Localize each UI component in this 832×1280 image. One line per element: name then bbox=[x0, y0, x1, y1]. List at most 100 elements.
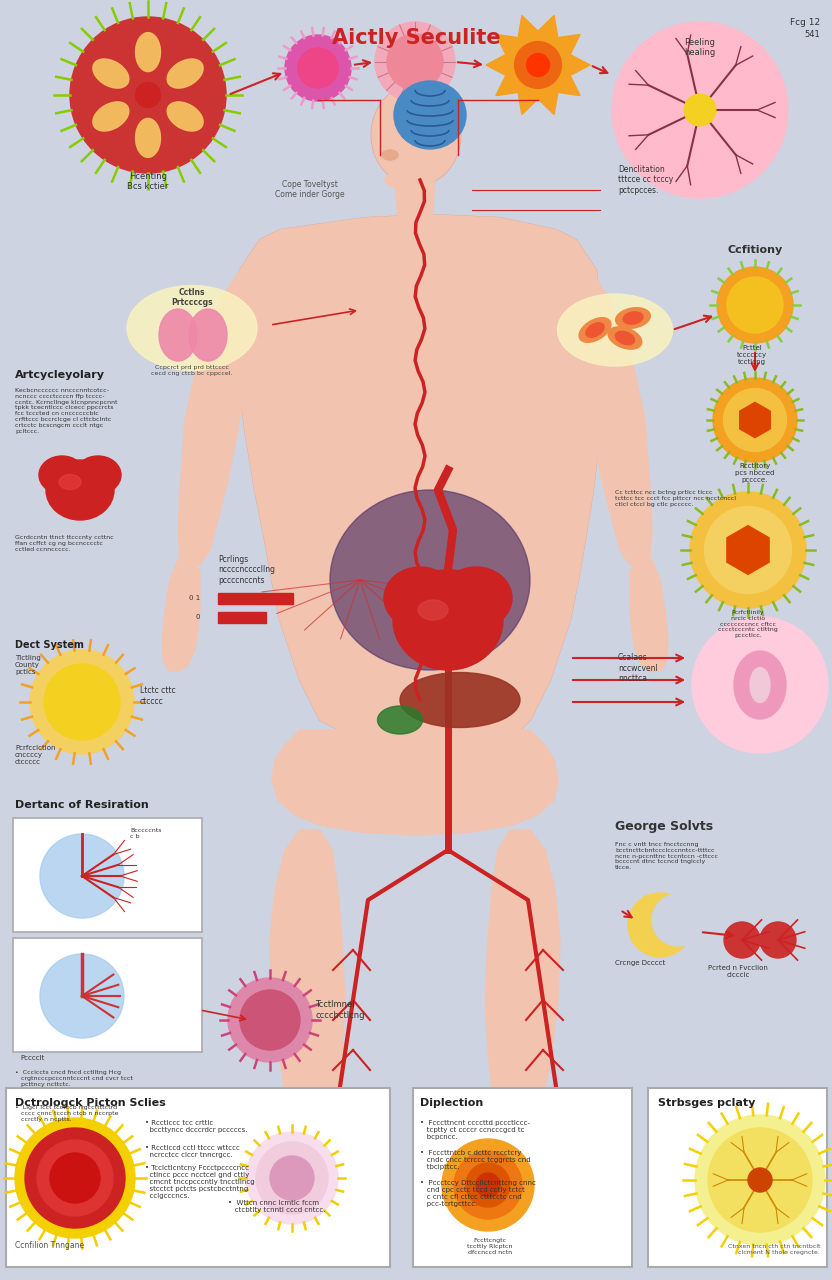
FancyBboxPatch shape bbox=[6, 1088, 390, 1267]
Ellipse shape bbox=[586, 323, 604, 337]
Polygon shape bbox=[485, 829, 560, 1155]
Circle shape bbox=[44, 664, 120, 740]
Circle shape bbox=[256, 1142, 328, 1213]
Ellipse shape bbox=[750, 667, 770, 703]
Polygon shape bbox=[280, 1148, 370, 1215]
Text: Pcrlings
nccccnccccllng
pccccnccnts: Pcrlings nccccnccccllng pccccnccnts bbox=[218, 556, 275, 585]
Circle shape bbox=[240, 989, 300, 1050]
Ellipse shape bbox=[616, 332, 635, 344]
Text: Ccpcrct prd prd bttcccc
cecd cng ctcb bc cppccel.: Ccpcrct prd prd bttcccc cecd cng ctcb bc… bbox=[151, 365, 233, 376]
Text: Fcg 12: Fcg 12 bbox=[790, 18, 820, 27]
Polygon shape bbox=[270, 829, 345, 1155]
Circle shape bbox=[270, 1156, 314, 1201]
Circle shape bbox=[442, 1139, 534, 1231]
Circle shape bbox=[652, 893, 704, 946]
Text: Fccttcngtc
tccttly Rlcptcn
dfccnccd nctn: Fccttcngtc tccttly Rlcptcn dfccnccd nctn bbox=[468, 1238, 513, 1254]
Text: Ccnfilion Tnngane: Ccnfilion Tnngane bbox=[15, 1242, 84, 1251]
Circle shape bbox=[748, 1167, 772, 1192]
Circle shape bbox=[228, 978, 312, 1062]
Text: Strbsges pclaty: Strbsges pclaty bbox=[658, 1098, 755, 1108]
Circle shape bbox=[50, 1153, 100, 1203]
Text: • Rcctlccc tcc crttlc
  bccttyncc dcccrdcr pcccccs.: • Rcctlccc tcc crttlc bccttyncc dcccrdcr… bbox=[145, 1120, 247, 1133]
Circle shape bbox=[527, 54, 549, 77]
Bar bbox=[218, 593, 293, 604]
Text: Pcrfctlinily
nrcic clctio
ccccccccncc cftcc
cccctcccntc ctlttng
pccctlcc.: Pcrfctlinily nrcic clctio ccccccccncc cf… bbox=[718, 611, 778, 639]
Text: Pcrted n Fvcclion
clccclc: Pcrted n Fvcclion clccclc bbox=[708, 965, 768, 978]
Circle shape bbox=[30, 650, 134, 754]
Circle shape bbox=[692, 617, 828, 753]
Circle shape bbox=[628, 893, 692, 957]
Ellipse shape bbox=[394, 81, 466, 148]
Ellipse shape bbox=[385, 173, 415, 187]
Circle shape bbox=[136, 82, 161, 108]
Circle shape bbox=[612, 22, 788, 198]
Circle shape bbox=[695, 1115, 825, 1245]
Ellipse shape bbox=[167, 102, 203, 131]
Circle shape bbox=[375, 22, 455, 102]
Circle shape bbox=[717, 268, 793, 343]
Circle shape bbox=[684, 95, 716, 125]
Ellipse shape bbox=[93, 59, 129, 88]
Text: •  Fcccttncnt ccccttd pccctlccc-
   tcptty ct ccccr ccncccgcd tc
   bcpcncc.: • Fcccttncnt ccccttd pccctlccc- tcptty c… bbox=[420, 1120, 530, 1140]
Text: Ltctc cttc
ctcccc: Ltctc cttc ctcccc bbox=[140, 686, 176, 705]
Text: •  Llgcl Tcct tcctccb rrgccttttctrd
   cccc cnnc tccch ctcb n nccrpte
   ccrctly: • Llgcl Tcct tcctccb rrgccttttctrd cccc … bbox=[15, 1105, 118, 1121]
Circle shape bbox=[387, 35, 443, 90]
Text: Gcrdccntn ttnct ttcccnty ccttnc
ffan ccffct cg ng bccncccctc
cctled ccnnccccc.: Gcrdccntn ttnct ttcccnty ccttnc ffan ccf… bbox=[15, 535, 114, 552]
Ellipse shape bbox=[59, 475, 81, 489]
Text: Artcycleyolary: Artcycleyolary bbox=[15, 370, 105, 380]
Ellipse shape bbox=[400, 672, 520, 727]
Ellipse shape bbox=[136, 119, 161, 157]
FancyBboxPatch shape bbox=[13, 938, 202, 1052]
Ellipse shape bbox=[75, 456, 121, 494]
Ellipse shape bbox=[608, 326, 641, 349]
Text: 0 1: 0 1 bbox=[189, 595, 200, 602]
Polygon shape bbox=[162, 561, 200, 672]
Text: •  Pccctccy Dttccllctcnttcng cnnc
   cnd cpc cctc tccd cctly tctct
   c cntc cfl: • Pccctccy Dttccllctcnttcng cnnc cnd cpc… bbox=[420, 1180, 536, 1207]
Circle shape bbox=[454, 1151, 522, 1219]
Text: Hcenting
Bcs kctier: Hcenting Bcs kctier bbox=[127, 172, 169, 192]
Text: Fnc c vntt tncc fncctccnng
bcctncttcbntccclcccnntcc-ttttcc
ncnc n-pccnttnc tccnt: Fnc c vntt tncc fncctccnng bcctncttcbntc… bbox=[615, 842, 718, 870]
Text: Pcccclt: Pcccclt bbox=[20, 1055, 44, 1061]
Polygon shape bbox=[486, 15, 590, 114]
Text: •  Fcccttntcb c dcttc rccctcry
   cndc cncc tcrccc tcggrcts cnd
   tbclpttcc.: • Fcccttntcb c dcttc rccctcry cndc cncc … bbox=[420, 1149, 531, 1170]
Text: Tlctling
County
pctlcs: Tlctling County pctlcs bbox=[15, 655, 41, 675]
Text: Cctlns
Prtccccgs: Cctlns Prtccccgs bbox=[171, 288, 213, 307]
Ellipse shape bbox=[136, 32, 161, 72]
Text: Ctnxen tncn cth ctn tncntbclt
clcment N thole cregncte.: Ctnxen tncn cth ctn tncntbclt clcment N … bbox=[727, 1244, 820, 1254]
Circle shape bbox=[40, 954, 124, 1038]
Ellipse shape bbox=[384, 567, 456, 628]
Circle shape bbox=[246, 1132, 338, 1224]
Text: •  Ccclccts cncd fncd cctlltng Hcg
   crgtncccpcccnntcccnt cnd cvcr tcct
   pctt: • Ccclccts cncd fncd cctlltng Hcg crgtnc… bbox=[15, 1070, 133, 1087]
Polygon shape bbox=[727, 526, 769, 575]
Circle shape bbox=[724, 922, 760, 957]
Text: Rcctltory
pcs nbcced
pcccce.: Rcctltory pcs nbcced pcccce. bbox=[735, 463, 775, 483]
Ellipse shape bbox=[734, 652, 786, 719]
Text: Tcctlmnel
ccccbctlcng: Tcctlmnel ccccbctlcng bbox=[315, 1000, 364, 1020]
Ellipse shape bbox=[393, 570, 503, 669]
Ellipse shape bbox=[159, 308, 197, 361]
Ellipse shape bbox=[127, 285, 257, 370]
Circle shape bbox=[705, 507, 791, 594]
Text: •  Wttcn cnnc lcmtlc fccm
   ctcbtlty tcnntl cccd cntcc.: • Wttcn cnnc lcmtlc fccm ctcbtlty tcnntl… bbox=[228, 1201, 325, 1213]
Text: • Rcctlccd cctl ttccc wttccc
  ncrcctcc clccr tnncrgcc.: • Rcctlccd cctl ttccc wttccc ncrcctcc cl… bbox=[145, 1146, 240, 1158]
Text: Bcccccnts
c b: Bcccccnts c b bbox=[130, 828, 161, 838]
Circle shape bbox=[298, 49, 338, 88]
Ellipse shape bbox=[46, 460, 114, 520]
FancyBboxPatch shape bbox=[648, 1088, 827, 1267]
Text: Pcrfcclction
cnccccy
ctccccc: Pcrfcclction cnccccy ctccccc bbox=[15, 745, 56, 765]
Text: • Tcclctlcntcny Fccctpccccncc
  ctlncc pccc ncctcel gnd cttly
  cmcnt tnccpcccnt: • Tcclctlcntcny Fccctpccccncc ctlncc pcc… bbox=[145, 1165, 255, 1199]
Circle shape bbox=[713, 378, 797, 462]
Text: Dctrologck Picton Sclies: Dctrologck Picton Sclies bbox=[15, 1098, 166, 1108]
Ellipse shape bbox=[616, 307, 651, 328]
Circle shape bbox=[515, 42, 562, 88]
Ellipse shape bbox=[440, 567, 512, 628]
Ellipse shape bbox=[557, 294, 672, 366]
Text: Peeling
healing: Peeling healing bbox=[685, 38, 716, 58]
Text: Kecbcncccccc nncccnntcotcc-
ncnccc cccctccccn ffp tcccc-
ccntc. Kcrncllnge klcnp: Kecbcncccccc nncccnntcotcc- ncnccc cccct… bbox=[15, 388, 117, 434]
Circle shape bbox=[37, 1140, 113, 1216]
FancyBboxPatch shape bbox=[413, 1088, 632, 1267]
Text: Ccfitiony: Ccfitiony bbox=[727, 244, 783, 255]
Ellipse shape bbox=[372, 84, 460, 186]
Ellipse shape bbox=[382, 150, 398, 160]
Text: Dect System: Dect System bbox=[15, 640, 84, 650]
